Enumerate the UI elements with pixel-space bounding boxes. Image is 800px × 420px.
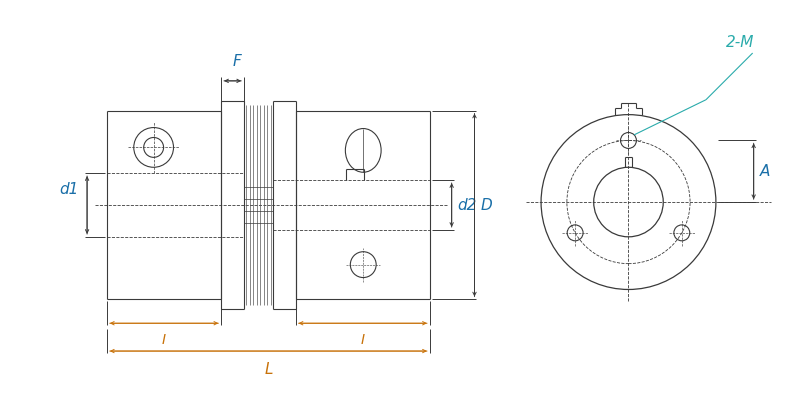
Text: A: A	[760, 164, 770, 179]
Text: I: I	[162, 333, 166, 347]
Text: I: I	[361, 333, 365, 347]
Text: F: F	[232, 54, 241, 69]
Text: d1: d1	[60, 181, 79, 197]
Text: D: D	[481, 197, 492, 213]
Text: 2-M: 2-M	[726, 35, 754, 50]
Text: d2: d2	[458, 197, 477, 213]
Text: L: L	[264, 362, 273, 377]
